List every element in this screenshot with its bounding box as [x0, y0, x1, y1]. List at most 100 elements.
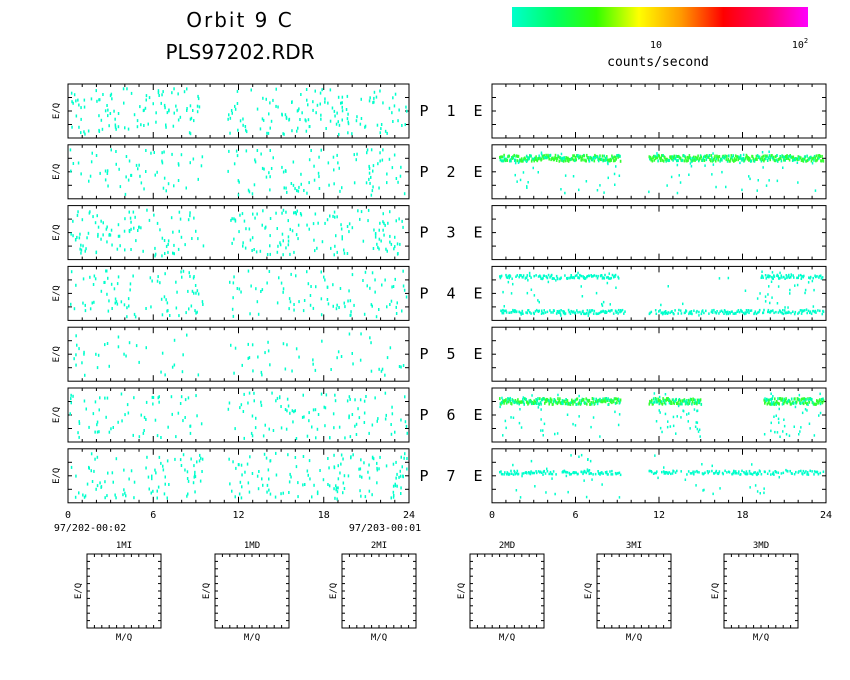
left-panel-ticks-5: [67, 327, 410, 382]
row-label-p: P: [419, 284, 428, 302]
mq-panel-ylabel: E/Q: [584, 583, 594, 599]
row-label-e: E: [473, 345, 482, 363]
right-panel-frame-7: [491, 448, 827, 504]
left-panel-ylabel: E/Q: [52, 285, 62, 301]
mq-panel-ticks: [470, 554, 544, 628]
left-panel-ylabel: E/Q: [52, 164, 62, 180]
left-panel-7: E/Q: [52, 448, 410, 504]
right-panel-1: [491, 83, 827, 139]
left-panel-frame-5: [67, 326, 410, 382]
mq-panel-frame: [86, 553, 162, 629]
mq-panel-ylabel: E/Q: [457, 583, 467, 599]
mq-panel-title: 3MD: [753, 541, 769, 551]
row-label-e: E: [473, 224, 482, 242]
left-x-tick-label: 24: [403, 510, 415, 521]
left-panel-3: E/Q: [52, 205, 410, 261]
mq-panel-xlabel: M/Q: [753, 633, 769, 643]
left-panel-ticks-6: [67, 388, 410, 442]
row-label-e: E: [473, 406, 482, 424]
left-panel-ticks-7: [67, 448, 410, 503]
left-x-tick-label: 18: [318, 510, 330, 521]
left-panel-points-1: [70, 87, 408, 136]
right-panel-ticks-2: [491, 144, 827, 199]
mq-panel-2mi: 2MI M/Q E/Q: [329, 541, 417, 643]
left-panel-6: E/Q: [52, 387, 410, 443]
mq-panel-xlabel: M/Q: [626, 633, 642, 643]
left-panel-ylabel: E/Q: [52, 346, 62, 362]
left-panel-ylabel: E/Q: [52, 224, 62, 240]
right-x-tick-label: 18: [736, 510, 748, 521]
mq-panel-frame: [723, 553, 799, 629]
mq-panel-3md: 3MD M/Q E/Q: [711, 541, 799, 643]
mq-panel-xlabel: M/Q: [371, 633, 387, 643]
right-panel-7: [491, 448, 827, 504]
mq-panel-title: 1MI: [116, 541, 132, 551]
mq-panel-2md: 2MD M/Q E/Q: [457, 541, 545, 643]
right-panel-bands-2: [499, 150, 825, 195]
left-x-tick-label: 0: [65, 510, 71, 521]
end-time-label: 97/203-00:01: [349, 523, 421, 534]
right-panel-bands-6: [499, 392, 825, 438]
right-panel-ticks-4: [491, 266, 827, 321]
left-panel-5: E/Q: [52, 326, 410, 382]
right-panel-bands-4: [499, 270, 825, 317]
mq-panel-xlabel: M/Q: [116, 633, 132, 643]
left-panel-frame-7: [67, 448, 410, 504]
right-panel-ticks-5: [491, 327, 827, 382]
colorbar-scale: [512, 7, 808, 27]
mq-panel-frame: [214, 553, 290, 629]
left-panels: E/Q E/Q E/Q E/Q E/Q E/Q E/Q: [52, 83, 410, 504]
left-panel-points-3: [70, 208, 404, 258]
row-label-number: 2: [446, 163, 455, 181]
mq-panel-ticks: [724, 554, 798, 628]
left-panel-frame-4: [67, 265, 410, 321]
row-label-p: P: [419, 224, 428, 242]
row-label-number: 6: [446, 406, 455, 424]
x-axis-labels: 0 0 6 6 12 12 18 18 24 24 97/202-00:02 97/203-00:01: [54, 510, 832, 534]
mq-panel-frame: [469, 553, 545, 629]
row-label-e: E: [473, 284, 482, 302]
right-panel-frame-1: [491, 83, 827, 139]
right-panel-ticks-6: [491, 388, 827, 442]
colorbar-unit-label: counts/second: [607, 55, 709, 70]
row-label-e: E: [473, 467, 482, 485]
right-panel-3: [491, 205, 827, 261]
left-panel-ticks-1: [67, 84, 410, 138]
mq-panel-xlabel: M/Q: [244, 633, 260, 643]
left-panel-frame-6: [67, 387, 410, 443]
row-label-p: P: [419, 467, 428, 485]
left-x-tick-label: 12: [232, 510, 244, 521]
row-label-number: 3: [446, 224, 455, 242]
right-panel-ticks-1: [491, 84, 827, 138]
left-panel-frame-2: [67, 144, 410, 200]
left-panel-ylabel: E/Q: [52, 468, 62, 484]
right-panels: [491, 83, 827, 504]
right-panel-ticks-3: [491, 205, 827, 260]
mq-panel-title: 2MI: [371, 541, 387, 551]
right-panel-frame-3: [491, 205, 827, 261]
mq-panel-title: 1MD: [244, 541, 260, 551]
mq-panel-ylabel: E/Q: [202, 583, 212, 599]
mq-panel-frame: [596, 553, 672, 629]
mq-panel-ylabel: E/Q: [329, 583, 339, 599]
plot-subtitle: PLS97202.RDR: [165, 40, 315, 64]
row-label-p: P: [419, 406, 428, 424]
mq-panel-ticks: [597, 554, 671, 628]
row-label-number: 7: [446, 467, 455, 485]
right-x-tick-label: 24: [820, 510, 832, 521]
row-label-p: P: [419, 345, 428, 363]
right-x-tick-label: 0: [489, 510, 495, 521]
mq-panel-3mi: 3MI M/Q E/Q: [584, 541, 672, 643]
left-panel-points-5: [73, 332, 405, 377]
row-label-p: P: [419, 163, 428, 181]
left-panel-ylabel: E/Q: [52, 407, 62, 423]
row-label-e: E: [473, 102, 482, 120]
left-panel-ylabel: E/Q: [52, 103, 62, 119]
left-panel-ticks-2: [67, 144, 410, 199]
